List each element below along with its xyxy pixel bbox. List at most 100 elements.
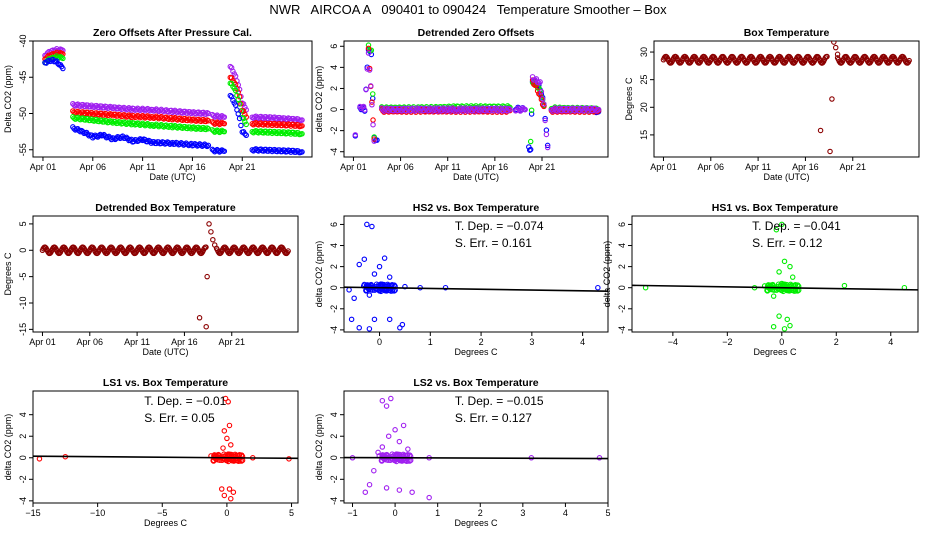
fit-line [344, 456, 608, 460]
y-tick-label: 5 [18, 221, 28, 226]
x-tick-label: 2 [834, 337, 839, 347]
purple-point-143 [542, 117, 548, 124]
x-tick-label: 4 [888, 337, 893, 347]
blue-point-150 [544, 142, 551, 149]
x-tick-label: 5 [605, 508, 610, 518]
annotation-line: T. Dep. = −0.01 [144, 394, 226, 408]
detrended-point-281 [206, 221, 212, 227]
x-tick-label: −10 [90, 508, 105, 518]
detrended-point-284 [211, 242, 218, 248]
blue-point-92 [166, 140, 172, 146]
x-tick-label: Apr 21 [839, 162, 866, 172]
cluster-point-69 [767, 283, 774, 289]
purple-point-144 [543, 131, 550, 138]
x-tick-label: Apr 11 [435, 162, 461, 172]
red-point-125 [541, 103, 547, 110]
scatter-point-71 [388, 395, 394, 402]
y-tick-label: 2 [329, 86, 339, 91]
scatter-point-79 [375, 449, 381, 456]
scatter-point-81 [595, 284, 601, 291]
x-tick-label: 1 [428, 337, 433, 347]
x-tick-label: Apr 11 [130, 162, 156, 172]
scatter-point-89 [426, 494, 432, 501]
y-axis-label: Delta CO2 (ppm) [3, 65, 13, 133]
scatter-point-70 [364, 221, 370, 228]
x-tick-label: −1 [347, 508, 357, 518]
y-tick-label: 2 [329, 434, 339, 439]
green-point-29 [87, 117, 94, 124]
x-tick-label: 2 [478, 508, 483, 518]
plot-data [39, 221, 291, 330]
blue-point-122 [203, 142, 209, 149]
x-tick-label: −5 [157, 508, 167, 518]
box-point-280 [829, 96, 835, 102]
x-tick-label: 0 [377, 337, 382, 347]
green-point-57 [122, 120, 128, 126]
purple-point-46 [108, 104, 115, 111]
green-point-116 [528, 107, 535, 114]
plot-p7: LS1 vs. Box Temperature −15 −10 −5 0 5 -4 -2 0 2 4… [3, 377, 299, 528]
y-axis-label: delta CO2 (ppm) [3, 414, 13, 481]
x-axis-label: Date (UTC) [142, 347, 188, 357]
y-tick-label: 4 [329, 243, 339, 248]
purple-point-79 [149, 106, 156, 113]
blue-point-135 [221, 148, 228, 154]
y-tick-label: 0 [18, 455, 28, 460]
x-tick-label: Apr 21 [229, 162, 256, 172]
scatter-point-76 [371, 271, 378, 277]
x-axis-label: Degrees C [753, 347, 797, 357]
blue-point-143 [536, 82, 542, 88]
scatter-point-83 [770, 323, 777, 330]
green-point-140 [232, 87, 239, 94]
y-tick-label: -2 [329, 305, 339, 313]
purple-point-5 [361, 107, 368, 113]
purple-point-142 [541, 101, 547, 107]
x-tick-label: Apr 01 [30, 162, 57, 172]
scatter-point-72 [781, 258, 788, 265]
x-tick-label: Apr 06 [387, 162, 414, 172]
green-point-115 [527, 138, 534, 145]
annotation-line: S. Err. = 0.161 [455, 236, 532, 250]
red-point-57 [122, 112, 128, 119]
y-tick-label: -4 [329, 497, 339, 505]
blue-point-144 [238, 122, 244, 129]
red-point-79 [149, 114, 156, 120]
green-point-79 [149, 122, 156, 128]
y-tick-label: -55 [18, 143, 28, 156]
scatter-point-85 [781, 326, 788, 332]
detrended-point-277 [285, 248, 291, 254]
scatter-point-78 [841, 282, 848, 289]
cluster-point-62 [405, 458, 411, 464]
scatter-point-84 [366, 292, 373, 298]
purple-point-44 [106, 105, 112, 111]
plot-title: Box Temperature [744, 27, 830, 39]
y-tick-label: -4 [18, 497, 28, 505]
x-axis-label: Degrees C [454, 518, 498, 528]
purple-point-13 [371, 138, 377, 144]
purple-point-10 [368, 83, 374, 89]
blue-point-103 [179, 140, 186, 147]
cluster-point-69 [366, 283, 372, 289]
plot-data [632, 221, 918, 332]
purple-point-136 [227, 63, 234, 70]
y-axis-label: Degrees C [3, 252, 13, 296]
x-tick-label: Apr 06 [77, 337, 104, 347]
blue-point-136 [527, 146, 534, 153]
y-tick-label: 4 [617, 243, 627, 248]
plot-title: Zero Offsets After Pressure Cal. [93, 27, 252, 39]
y-tick-label: -4 [329, 148, 339, 156]
plot-p1: Zero Offsets After Pressure Cal. Apr 01 Ap… [3, 27, 313, 182]
x-tick-label: Apr 11 [745, 162, 771, 172]
cluster-point-52 [373, 283, 380, 290]
x-tick-label: 0 [224, 508, 229, 518]
plot-p5: HS2 vs. Box Temperature 0 1 2 3 4 -4 -2 0 2 4 6 Degr… [314, 202, 609, 357]
fit-line [344, 286, 608, 293]
y-tick-label: -2 [329, 127, 339, 135]
scatter-point-86 [779, 280, 785, 287]
y-tick-label: -5 [18, 273, 28, 281]
x-tick-label: 0 [393, 508, 398, 518]
x-tick-label: 4 [580, 337, 585, 347]
cluster-point-62 [237, 458, 243, 464]
blue-point-136 [227, 92, 234, 99]
x-tick-label: −2 [722, 337, 732, 347]
